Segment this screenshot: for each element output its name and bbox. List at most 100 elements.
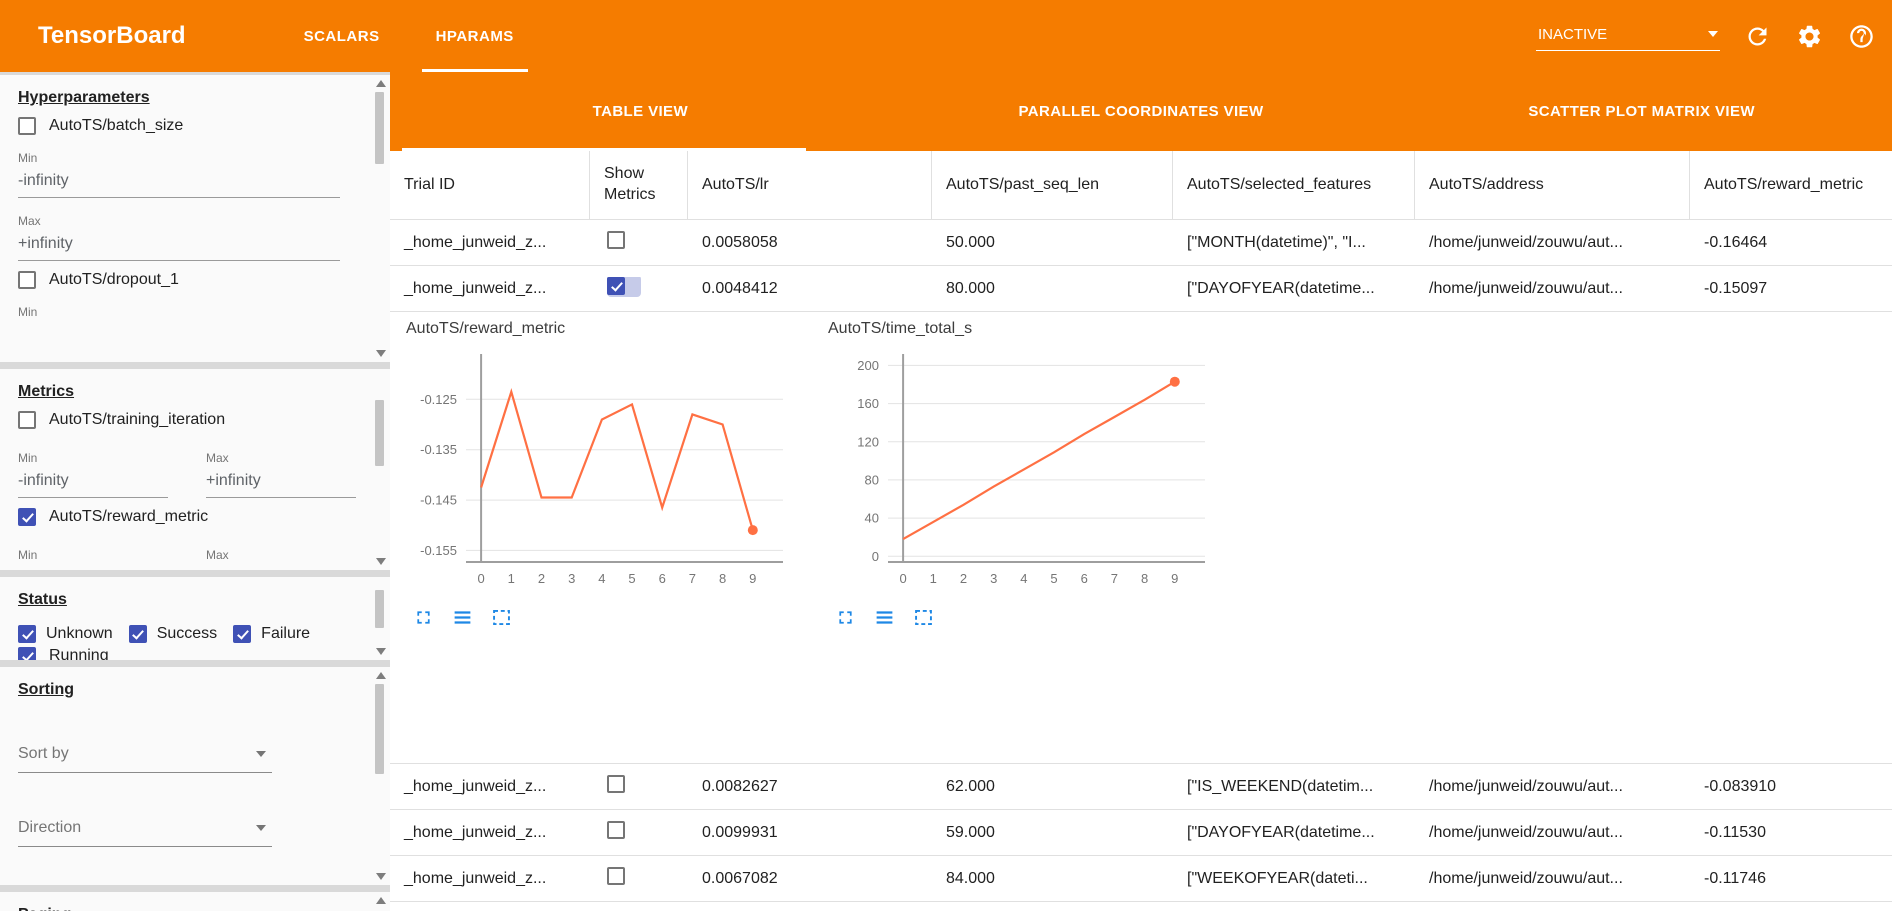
refresh-button[interactable]	[1742, 21, 1772, 51]
show-metrics-checkbox[interactable]	[607, 277, 625, 295]
col-header-trial-id: Trial ID	[390, 151, 590, 219]
paging-scrollbar[interactable]	[374, 895, 387, 908]
scroll-thumb[interactable]	[375, 92, 384, 164]
batch-size-max-label: Max	[18, 214, 41, 228]
svg-text:8: 8	[1141, 571, 1148, 586]
status-running-checkbox[interactable]	[18, 647, 36, 660]
chart-options-button[interactable]	[873, 606, 895, 628]
metrics-scrollbar[interactable]	[374, 372, 387, 567]
hparam-batch-size-row: AutoTS/batch_size	[18, 117, 360, 135]
svg-text:5: 5	[628, 571, 635, 586]
help-button[interactable]	[1846, 21, 1876, 51]
tab-scatter-plot-matrix-view[interactable]: SCATTER PLOT MATRIX VIEW	[1528, 103, 1755, 120]
help-icon	[1849, 24, 1873, 48]
direction-value: Direction	[18, 819, 82, 836]
show-metrics-checkbox[interactable]	[607, 867, 625, 885]
tab-scalars[interactable]: SCALARS	[303, 27, 380, 45]
sort-by-select[interactable]: Sort by	[18, 741, 272, 773]
time-total-chart[interactable]: 0 40 80 120 160 200 0 1 2 3 4 5 6 7 8 9	[826, 344, 1231, 594]
hyperparameters-title: Hyperparameters	[18, 89, 150, 106]
col-header-show-metrics: Show Metrics	[590, 151, 688, 219]
ti-min-input[interactable]: -infinity	[18, 465, 168, 498]
ti-max-label: Max	[206, 451, 229, 465]
hyperparameters-scrollbar[interactable]	[374, 78, 387, 359]
status-title: Status	[18, 591, 67, 608]
fullscreen-icon	[838, 610, 852, 624]
sorting-scrollbar[interactable]	[374, 670, 387, 882]
cell-selected-features: ["DAYOFYEAR(datetime...	[1187, 823, 1375, 841]
cell-selected-features: ["DAYOFYEAR(datetime...	[1187, 279, 1375, 297]
menu-lines-icon	[454, 610, 470, 624]
reward-metric-chart-block: AutoTS/reward_metric -0.125 -0.135 -0.145-…	[404, 320, 814, 628]
svg-text:-0.125: -0.125	[420, 392, 457, 407]
refresh-icon	[1748, 27, 1766, 45]
zoom-selection-button[interactable]	[490, 606, 512, 628]
svg-text:9: 9	[749, 571, 756, 586]
main-nav: SCALARS HPARAMS	[276, 0, 542, 72]
direction-select[interactable]: Direction	[18, 815, 272, 847]
scroll-thumb[interactable]	[375, 590, 384, 628]
scroll-down-icon[interactable]	[376, 558, 386, 565]
scroll-down-icon[interactable]	[376, 350, 386, 357]
status-scrollbar[interactable]	[374, 580, 387, 657]
run-status-dropdown[interactable]: INACTIVE	[1536, 22, 1720, 51]
scroll-thumb[interactable]	[375, 400, 384, 466]
metric-training-iteration-label: AutoTS/training_iteration	[49, 411, 226, 428]
svg-text:0: 0	[872, 549, 879, 564]
chart-options-button[interactable]	[451, 606, 473, 628]
metric-training-iteration-row: AutoTS/training_iteration	[18, 411, 360, 429]
expand-chart-button[interactable]	[412, 606, 434, 628]
metric-training-iteration-checkbox[interactable]	[18, 411, 36, 429]
svg-text:9: 9	[1171, 571, 1178, 586]
tab-hparams[interactable]: HPARAMS	[408, 0, 542, 72]
table-header-row: Trial ID Show Metrics AutoTS/lr AutoTS/p…	[390, 151, 1892, 220]
sidebar: Hyperparameters AutoTS/batch_size Min -i…	[0, 72, 390, 911]
show-metrics-checkbox[interactable]	[607, 821, 625, 839]
table-row: _home_junweid_z... 0.0048412 80.000 ["DA…	[390, 266, 1892, 312]
scroll-down-icon[interactable]	[376, 873, 386, 880]
metric-reward-label: AutoTS/reward_metric	[49, 508, 209, 525]
scroll-thumb[interactable]	[375, 684, 384, 774]
table-row: _home_junweid_z... 0.0099931 59.000 ["DA…	[390, 810, 1892, 856]
settings-button[interactable]	[1794, 21, 1824, 51]
svg-text:2: 2	[538, 571, 545, 586]
batch-size-max-input[interactable]: +infinity	[18, 228, 340, 261]
col-header-address: AutoTS/address	[1415, 151, 1690, 219]
cell-trial-id: _home_junweid_z...	[404, 869, 547, 887]
svg-text:0: 0	[477, 571, 484, 586]
cell-reward-metric: -0.11530	[1704, 823, 1766, 841]
show-metrics-checkbox[interactable]	[607, 775, 625, 793]
chart-title: AutoTS/time_total_s	[828, 320, 973, 337]
tab-table-view[interactable]: TABLE VIEW	[390, 72, 891, 151]
status-success-checkbox[interactable]	[128, 625, 147, 643]
scroll-up-icon[interactable]	[376, 897, 386, 904]
cell-selected-features: ["IS_WEEKEND(datetim...	[1187, 777, 1374, 795]
batch-size-min-input[interactable]: -infinity	[18, 165, 340, 198]
chart-toolbar	[834, 606, 1236, 628]
scroll-up-icon[interactable]	[376, 80, 386, 87]
dashed-box-icon	[914, 609, 932, 625]
status-unknown-checkbox[interactable]	[18, 625, 36, 643]
scroll-down-icon[interactable]	[376, 648, 386, 655]
hparam-dropout-checkbox[interactable]	[18, 271, 36, 289]
expand-chart-button[interactable]	[834, 606, 856, 628]
zoom-selection-button[interactable]	[912, 606, 934, 628]
status-unknown-row: Unknown	[18, 625, 113, 643]
view-tabs: TABLE VIEW PARALLEL COORDINATES VIEW SCA…	[390, 72, 1892, 151]
table-row: _home_junweid_z... 0.0067082 84.000 ["WE…	[390, 856, 1892, 902]
status-failure-checkbox[interactable]	[233, 625, 252, 643]
scroll-up-icon[interactable]	[376, 672, 386, 679]
ti-max-input[interactable]: +infinity	[206, 465, 356, 498]
status-success-row: Success	[128, 625, 217, 643]
batch-size-min-label: Min	[18, 151, 38, 165]
tab-parallel-coordinates-view[interactable]: PARALLEL COORDINATES VIEW	[1018, 103, 1264, 120]
show-metrics-checkbox[interactable]	[607, 231, 625, 249]
metric-reward-checkbox[interactable]	[18, 508, 36, 526]
hparam-batch-size-checkbox[interactable]	[18, 117, 36, 135]
svg-text:80: 80	[865, 472, 879, 487]
chevron-down-icon	[1708, 31, 1718, 37]
cell-lr: 0.0058058	[702, 233, 778, 251]
reward-metric-chart[interactable]: -0.125 -0.135 -0.145 -0.155 0 1 2 3 4 5 6 7 8 9	[404, 344, 809, 594]
rm-max-label: Max	[206, 548, 229, 562]
svg-text:1: 1	[508, 571, 515, 586]
